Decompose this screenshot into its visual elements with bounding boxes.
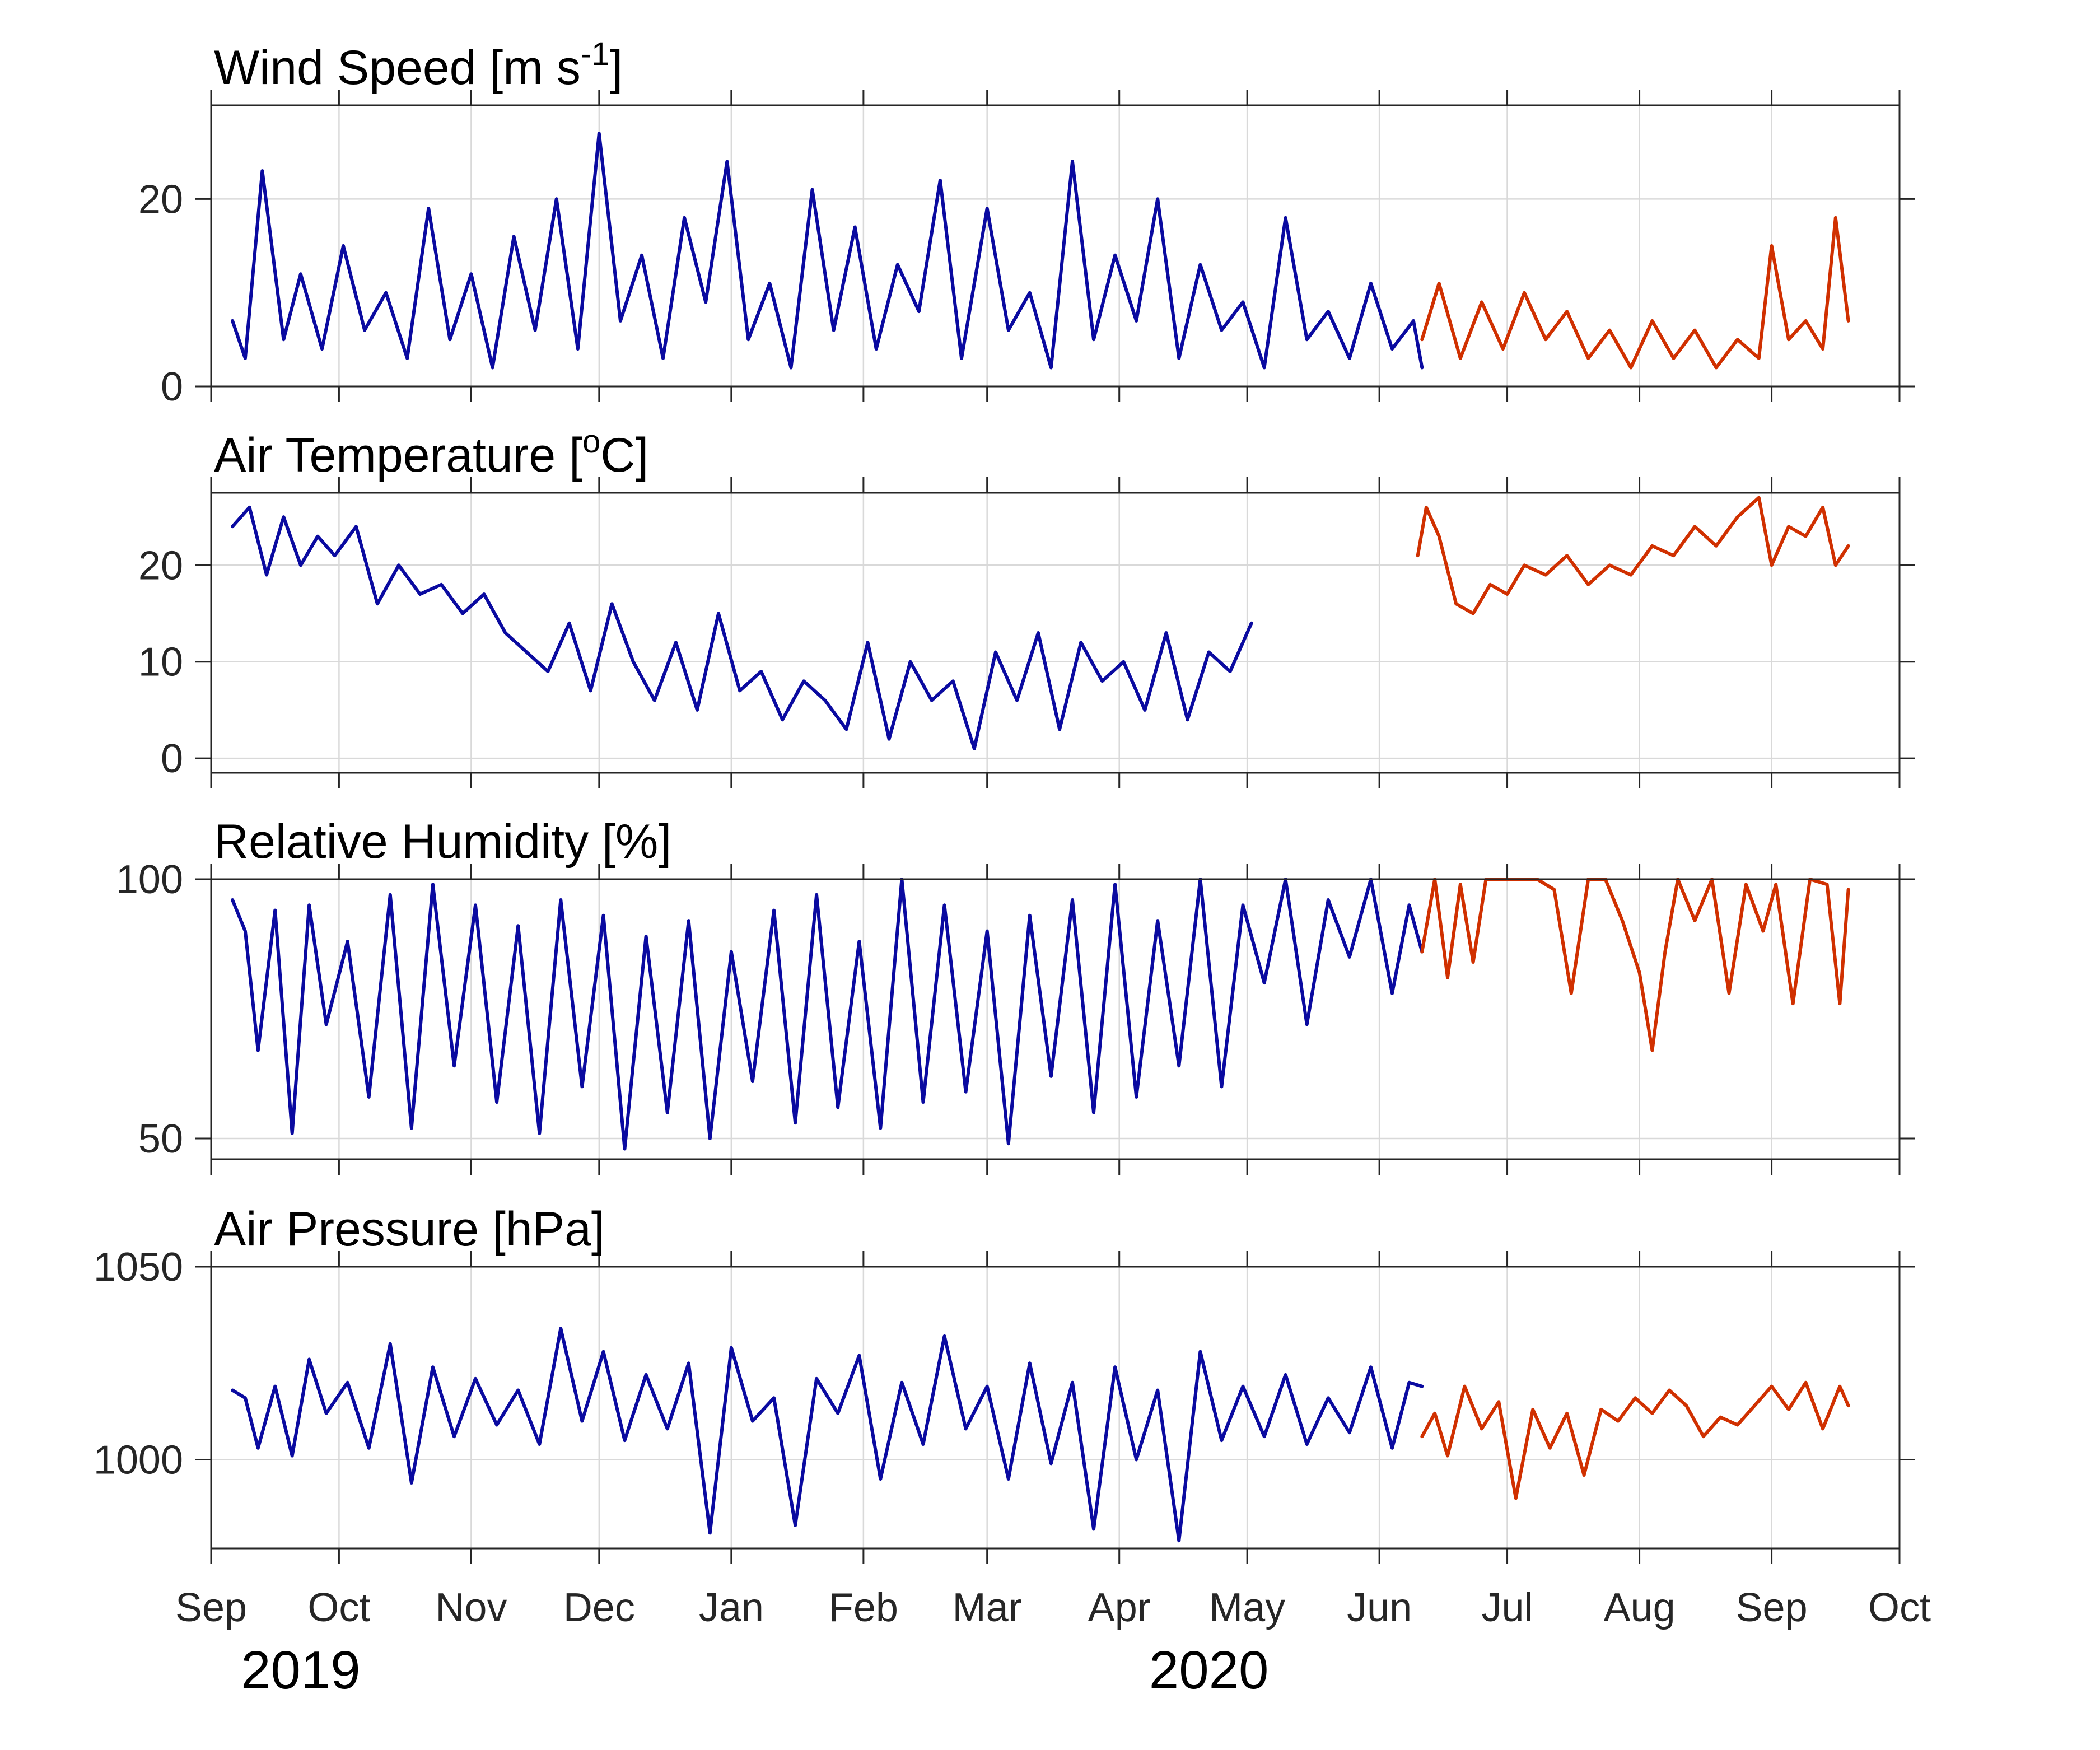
series-line-red xyxy=(1420,878,1850,1052)
x-tick-label: Jul xyxy=(1482,1585,1533,1630)
x-tick-label: Nov xyxy=(435,1585,507,1630)
x-tick-label: Jun xyxy=(1347,1585,1412,1630)
panel-title: Wind Speed [m s-1] xyxy=(214,36,623,95)
series-line-blue xyxy=(231,878,1424,1151)
x-tick-label: Dec xyxy=(563,1585,635,1630)
x-tick-label: Jan xyxy=(699,1585,764,1630)
x-tick-label: Feb xyxy=(829,1585,898,1630)
series-line-red xyxy=(1420,1380,1850,1500)
axes-frame xyxy=(210,1266,1901,1550)
series-line-red xyxy=(1416,496,1850,615)
x-tick-label: Aug xyxy=(1604,1585,1676,1630)
x-tick-label: Mar xyxy=(953,1585,1022,1630)
x-tick-label: Apr xyxy=(1088,1585,1151,1630)
panel-3: 50 100 Relative Humidity [%] xyxy=(116,815,1915,1175)
series-line-blue xyxy=(231,132,1424,370)
panel-1: 0 20 Wind Speed [m s-1] xyxy=(138,36,1915,409)
y-tick-label: 20 xyxy=(138,543,183,588)
series-line-blue xyxy=(231,505,1253,750)
year-label: 2020 xyxy=(1149,1640,1269,1700)
series-line-red xyxy=(1420,216,1850,370)
x-tick-label: Sep xyxy=(175,1585,247,1630)
panel-4: 1000 1050 Air Pressure [hPa] xyxy=(94,1202,1915,1564)
series-line-blue xyxy=(231,1327,1424,1543)
x-tick-label: May xyxy=(1209,1585,1285,1630)
y-tick-label: 10 xyxy=(138,640,183,685)
x-tick-label: Sep xyxy=(1736,1585,1808,1630)
y-tick-label: 1050 xyxy=(94,1245,183,1290)
y-tick-label: 1000 xyxy=(94,1438,183,1483)
y-tick-label: 50 xyxy=(138,1117,183,1161)
x-tick-label: Oct xyxy=(307,1585,370,1630)
axes-frame xyxy=(210,492,1901,774)
panel-title: Air Pressure [hPa] xyxy=(214,1202,605,1256)
x-tick-label: Oct xyxy=(1868,1585,1931,1630)
panel-title: Air Temperature [oC] xyxy=(214,423,648,482)
y-tick-label: 0 xyxy=(161,736,183,781)
axes-frame xyxy=(210,104,1901,388)
panel-2: 0 10 20 Air Temperature [oC] xyxy=(138,423,1915,788)
y-tick-label: 20 xyxy=(138,177,183,222)
y-tick-label: 0 xyxy=(161,365,183,409)
panel-title: Relative Humidity [%] xyxy=(214,815,671,869)
axes-frame xyxy=(210,878,1901,1160)
year-label: 2019 xyxy=(241,1640,361,1700)
y-tick-label: 100 xyxy=(116,857,183,902)
